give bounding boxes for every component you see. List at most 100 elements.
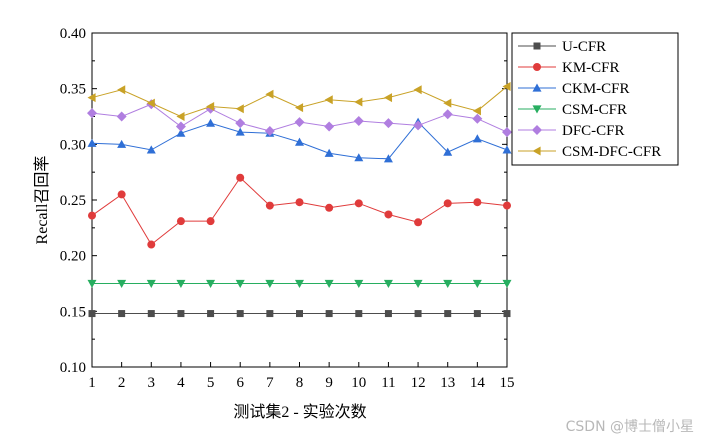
data-point (503, 201, 511, 210)
data-point (413, 120, 424, 131)
data-point (87, 108, 97, 119)
x-tick-label: 5 (207, 375, 215, 391)
x-tick-label: 4 (177, 375, 185, 391)
data-point (442, 109, 453, 120)
data-point (176, 217, 185, 226)
data-point (384, 210, 393, 219)
data-point (117, 190, 126, 199)
legend-label: DFC-CFR (562, 123, 625, 139)
legend-entry: KM-CFR (518, 60, 620, 76)
legend: U-CFR KM-CFR CKM-CFR CSM-CFR DFC-CFR CSM-DFC-… (511, 32, 679, 166)
data-point (87, 138, 97, 147)
series-csm-cfr (87, 279, 512, 288)
x-axis: 1 2 3 4 5 6 7 8 9 10 11 12 13 14 15 (88, 362, 515, 391)
data-point (354, 153, 364, 162)
data-point (265, 89, 274, 99)
legend-marker (532, 83, 542, 92)
watermark: CSDN @博士僧小星 (565, 419, 694, 435)
data-point (116, 111, 127, 122)
legend-marker (532, 125, 542, 135)
legend-label: CSM-DFC-CFR (562, 144, 661, 160)
data-point (176, 128, 186, 137)
x-tick-label: 8 (296, 375, 304, 391)
data-point (146, 145, 156, 154)
series-line (91, 176, 508, 246)
data-point (266, 310, 274, 318)
data-point (235, 279, 245, 288)
data-point (324, 148, 334, 157)
data-point (354, 279, 364, 288)
legend-entry: CSM-DFC-CFR (518, 144, 661, 160)
data-point (325, 310, 333, 318)
data-point (443, 98, 452, 108)
data-point (413, 85, 422, 95)
x-tick-label: 9 (325, 375, 333, 391)
x-tick-label: 3 (148, 375, 156, 391)
data-point (473, 310, 481, 318)
data-point (265, 279, 275, 288)
data-point (295, 198, 304, 207)
y-tick-label: 0.15 (60, 304, 86, 320)
data-point (383, 118, 394, 129)
y-tick-label: 0.25 (60, 193, 86, 209)
data-point (355, 310, 363, 318)
data-point (472, 279, 482, 288)
data-point (413, 279, 423, 288)
data-point (502, 81, 511, 91)
data-point (147, 310, 155, 318)
data-point (325, 203, 334, 212)
y-tick-label: 0.35 (60, 82, 86, 98)
x-tick-label: 1 (88, 375, 96, 391)
data-point (175, 121, 186, 132)
data-point (236, 173, 245, 182)
data-point (443, 147, 453, 156)
data-point (472, 106, 481, 116)
data-point (117, 139, 127, 148)
data-point (117, 279, 127, 288)
data-point (117, 85, 126, 95)
x-axis-title: 测试集2 - 实验次数 (233, 403, 366, 421)
x-tick-label: 14 (470, 375, 486, 391)
data-point (147, 240, 156, 249)
data-point (354, 199, 363, 208)
series-csm-dfc-cfr (87, 81, 511, 121)
data-point (414, 218, 423, 227)
data-point (295, 103, 304, 113)
data-point (176, 279, 186, 288)
data-point (207, 310, 215, 318)
data-point (87, 279, 97, 288)
legend-marker (532, 146, 541, 156)
data-point (324, 279, 334, 288)
legend-label: KM-CFR (562, 60, 620, 76)
series-dfc-cfr (87, 99, 512, 138)
data-point (503, 310, 511, 318)
legend-marker (533, 63, 541, 71)
x-tick-label: 13 (440, 375, 455, 391)
legend-label: CSM-CFR (562, 102, 627, 118)
data-point (443, 279, 453, 288)
data-point (444, 310, 452, 318)
data-point (295, 279, 304, 288)
data-point (265, 201, 274, 210)
y-axis: 0.10 0.15 0.20 0.25 0.30 0.35 0.40 (60, 26, 507, 376)
y-axis-title: Recall召回率 (33, 156, 51, 245)
y-tick-label: 0.20 (60, 249, 86, 265)
x-tick-label: 10 (351, 375, 366, 391)
data-point (384, 310, 392, 318)
data-point (502, 145, 512, 154)
x-tick-label: 12 (411, 375, 426, 391)
data-point (146, 98, 155, 108)
y-tick-label: 0.40 (60, 26, 86, 42)
data-point (295, 137, 304, 146)
legend-entry: CKM-CFR (518, 81, 630, 97)
legend-label: U-CFR (562, 39, 606, 55)
x-tick-label: 11 (381, 375, 395, 391)
x-tick-label: 6 (236, 375, 244, 391)
data-point (206, 118, 216, 127)
y-tick-label: 0.30 (60, 137, 86, 153)
data-point (502, 279, 512, 288)
legend-label: CKM-CFR (562, 81, 630, 97)
data-point (264, 125, 275, 136)
data-point (146, 279, 156, 288)
data-point (88, 211, 96, 220)
